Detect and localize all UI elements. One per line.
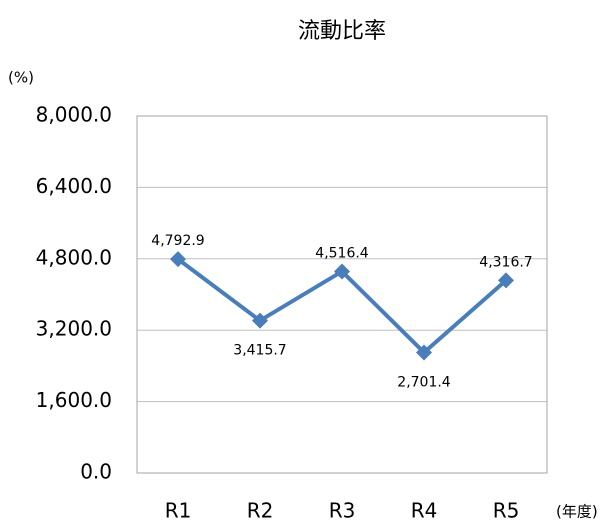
data-label: 3,415.7 (233, 343, 286, 359)
data-label: 4,516.4 (315, 245, 369, 261)
x-axis-label: (年度) (556, 503, 598, 521)
y-tick-label: 8,000.0 (36, 103, 112, 127)
y-tick-label: 4,800.0 (36, 245, 112, 269)
marker (416, 344, 432, 361)
marker (252, 312, 268, 329)
y-tick-label: 0.0 (80, 460, 112, 484)
marker (170, 251, 186, 268)
marker (498, 272, 514, 289)
marker (334, 263, 350, 280)
x-tick-label: R5 (493, 499, 520, 523)
chart-title: 流動比率 (298, 19, 386, 44)
data-label: 2,701.4 (397, 374, 451, 390)
y-tick-label: 1,600.0 (36, 388, 112, 412)
plot-border (136, 115, 548, 474)
y-tick-label: 6,400.0 (36, 174, 112, 198)
x-tick-label: R1 (165, 499, 192, 523)
x-tick-label: R2 (247, 499, 274, 523)
y-tick-label: 3,200.0 (36, 317, 112, 341)
x-tick-label: R3 (329, 499, 356, 523)
y-axis-label: (%) (8, 69, 34, 87)
x-tick-label: R4 (411, 499, 438, 523)
data-label: 4,792.9 (151, 233, 204, 249)
data-label: 4,316.7 (479, 254, 532, 270)
